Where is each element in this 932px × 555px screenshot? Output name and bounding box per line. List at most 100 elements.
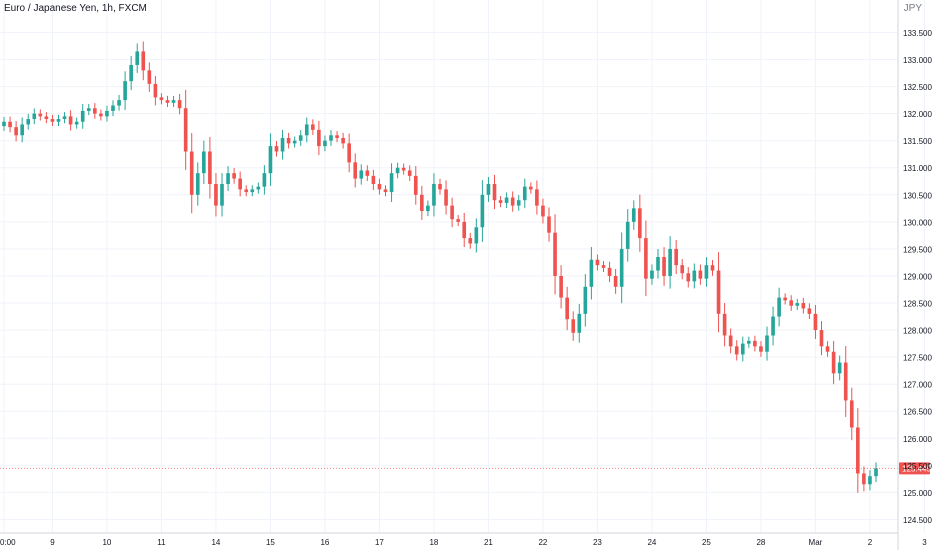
- y-tick-label: 126.000: [903, 435, 932, 444]
- candle: [407, 165, 412, 182]
- candle: [226, 166, 230, 192]
- candle: [280, 130, 285, 160]
- candle: [650, 264, 654, 285]
- y-tick-label: 127.500: [903, 354, 932, 363]
- x-tick-label: 22: [538, 538, 547, 547]
- candle: [680, 259, 685, 280]
- candle: [238, 171, 242, 197]
- last-price-label: 125.445: [902, 464, 931, 473]
- x-tick-label: Mar: [809, 538, 823, 547]
- candle: [468, 232, 473, 249]
- candle: [638, 194, 642, 252]
- candle: [189, 133, 194, 214]
- candle: [359, 164, 364, 185]
- x-tick-label: 28: [756, 538, 765, 547]
- candle: [722, 303, 727, 347]
- candle: [256, 182, 261, 194]
- x-tick-label: 18: [429, 538, 438, 547]
- candle: [862, 466, 866, 492]
- y-tick-label: 128.000: [903, 327, 932, 336]
- candle: [577, 303, 582, 343]
- candle: [62, 112, 67, 124]
- candle: [268, 133, 273, 186]
- y-tick-label: 129.000: [903, 272, 932, 281]
- candle: [462, 212, 467, 248]
- candle: [759, 341, 763, 357]
- candle: [825, 341, 830, 357]
- candle: [716, 252, 721, 333]
- candle: [195, 162, 200, 206]
- candle: [698, 264, 703, 285]
- candle: [559, 265, 563, 309]
- candle: [619, 232, 624, 304]
- candle: [771, 306, 775, 346]
- candle: [692, 263, 697, 289]
- candle: [335, 131, 339, 143]
- y-tick-label: 130.000: [903, 218, 932, 227]
- candle: [444, 180, 448, 215]
- candle: [377, 178, 382, 195]
- candles: [2, 41, 878, 493]
- x-tick-label: 3: [922, 538, 927, 547]
- candle: [813, 304, 818, 340]
- candle: [795, 298, 800, 310]
- candle: [8, 116, 12, 133]
- y-tick-label: 133.500: [903, 29, 932, 38]
- candle: [734, 340, 739, 361]
- candle: [486, 176, 491, 202]
- candle: [202, 140, 206, 184]
- candle: [631, 200, 636, 230]
- candle: [123, 71, 127, 110]
- x-tick-label: 24: [647, 538, 656, 547]
- y-tick-label: 125.000: [903, 489, 932, 498]
- candle: [662, 247, 666, 286]
- candle: [317, 120, 321, 156]
- candle: [553, 214, 557, 295]
- candle: [298, 130, 303, 146]
- candle: [274, 140, 279, 157]
- currency-unit: JPY: [903, 3, 922, 14]
- candle: [565, 286, 569, 331]
- candle: [365, 165, 370, 182]
- candle: [837, 355, 842, 381]
- candle: [740, 336, 745, 362]
- candle: [129, 56, 133, 91]
- candle: [607, 261, 612, 283]
- x-tick-label: 9: [50, 538, 55, 547]
- candle: [232, 168, 236, 184]
- candle: [311, 119, 315, 136]
- candle: [220, 173, 224, 217]
- candle: [347, 133, 351, 173]
- candle: [371, 169, 376, 191]
- x-tick-label: 25: [702, 538, 711, 547]
- candle: [26, 113, 31, 130]
- candle: [80, 103, 85, 129]
- candle: [20, 117, 24, 143]
- candle: [510, 191, 515, 212]
- candle: [183, 89, 188, 170]
- candle: [547, 207, 551, 242]
- grid: [0, 0, 925, 533]
- candle: [74, 117, 79, 129]
- x-tick-label: 23: [593, 538, 602, 547]
- candle: [868, 470, 872, 491]
- y-tick-label: 125.500: [903, 462, 932, 471]
- candle: [747, 336, 751, 348]
- candle: [420, 185, 424, 220]
- x-tick-label: 11: [157, 538, 166, 547]
- candle: [595, 254, 600, 271]
- chart-title: Euro / Japanese Yen, 1h, FXCM: [4, 3, 147, 14]
- candle: [589, 247, 594, 300]
- candle: [456, 214, 460, 227]
- candle: [704, 257, 709, 287]
- candle: [426, 200, 430, 217]
- candle: [329, 130, 333, 146]
- candle: [147, 62, 152, 92]
- candle: [171, 95, 176, 108]
- y-tick-label: 129.500: [903, 245, 932, 254]
- candle: [111, 100, 115, 117]
- candle: [807, 303, 812, 319]
- x-tick-label: 17: [375, 538, 384, 547]
